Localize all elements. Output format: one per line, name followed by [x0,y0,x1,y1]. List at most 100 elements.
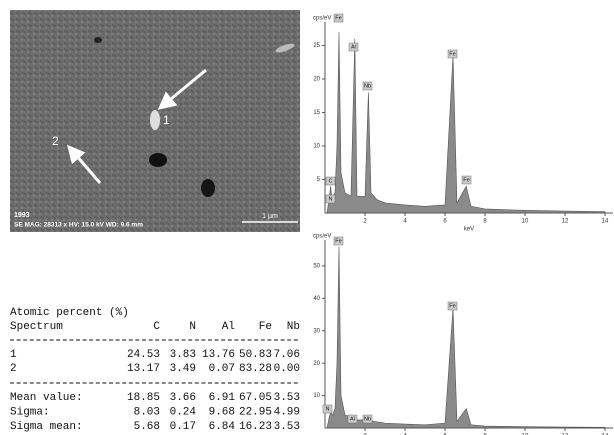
peak-label: Fe [335,15,341,21]
table-title: Atomic percent (%) [10,307,129,319]
y-tick-label: 5 [317,177,321,183]
table-cell: 0.17 [170,421,196,433]
peak-label: Nb [364,416,371,422]
table-cell: 16.23 [239,421,272,433]
peak-label: Nb [364,83,371,89]
peak-label-box [362,414,373,424]
table-cell: 83.28 [239,363,272,375]
y-tick-label: 10 [313,393,320,399]
table-cell: 0.00 [274,363,300,375]
table-header: Nb [287,321,300,333]
y-tick-label: 20 [313,361,320,367]
table-header: N [189,321,196,333]
table-cell: 9.68 [209,406,235,418]
table-cell: 18.85 [127,392,160,404]
table-cell: 0.07 [209,363,235,375]
x-tick-label: 12 [562,434,569,435]
table-cell: 8.03 [134,406,160,418]
table-cell: 3.49 [170,363,196,375]
table-cell: 3.53 [274,421,300,433]
peak-label: Al [350,416,355,422]
peak-label: Fe [463,177,469,183]
peak-label-box [333,236,344,246]
x-tick-label: 2 [363,434,367,435]
peak-label-box [461,175,472,185]
x-tick-label: 8 [483,219,487,225]
x-tick-label: 10 [522,219,529,225]
peak-label-box [325,176,336,186]
peak-label-box [447,301,458,311]
table-header: Fe [259,321,272,333]
y-tick-label: 10 [313,144,320,150]
table-cell: 50.83 [239,349,272,361]
y-axis-label: cps/eV [313,16,331,22]
arrow [157,68,207,110]
pore [94,37,102,43]
table-cell: 3.83 [170,349,196,361]
table-cell: 13.17 [127,363,160,375]
peak-label-box [447,49,458,59]
image-number: 1993 [14,212,30,219]
table-cell: 3.53 [274,392,300,404]
y-tick-label: 50 [313,264,320,270]
peak-label: C [329,178,333,184]
peak-label-box [322,404,333,414]
scale-label: 1 µm [262,213,278,220]
x-tick-label: 4 [403,434,407,435]
table-cell: 24.53 [127,349,160,361]
table-cell: Sigma mean: [10,421,83,433]
particle [150,110,160,130]
pore [201,179,215,197]
y-tick-label: 40 [313,296,320,302]
y-tick-label: 20 [313,77,320,83]
peak-label-box [347,414,358,424]
x-tick-label: 6 [443,219,447,225]
point-label: 2 [52,134,59,148]
table-cell: 3.66 [170,392,196,404]
peak-label: Al [351,44,356,50]
y-tick-label: 15 [313,110,320,116]
sem-image: 1 2 1993 SE MAG: 28313 x HV: 15.0 kV WD:… [10,10,300,232]
x-tick-label: 6 [443,434,447,435]
x-tick-label: 12 [562,219,569,225]
peak-label-box [325,194,336,204]
peak-label-box [348,42,359,52]
spectrum-area [326,32,606,214]
spectrum-area [326,246,606,429]
x-tick-label: 4 [403,219,407,225]
y-tick-label: 25 [313,43,320,49]
x-tick-label: 2 [363,219,367,225]
pore [149,153,167,167]
y-axis-label: cps/eV [313,234,331,240]
x-tick-label: 14 [602,434,609,435]
x-tick-label: 8 [483,434,487,435]
peak-label-box [362,81,373,91]
table-header: C [153,321,160,333]
table-cell: Sigma: [10,406,50,418]
peak-label: N [326,406,330,412]
table-cell: 6.84 [209,421,236,433]
particle [275,43,295,53]
point-label: 1 [163,113,170,127]
peak-label-box [333,13,344,23]
table-cell: 6.91 [209,392,236,404]
x-tick-label: 14 [602,219,609,225]
table-cell: 4.99 [274,406,300,418]
peak-label: N [329,196,333,202]
peak-label: Fe [449,303,455,309]
table-cell: 2 [10,363,17,375]
table-cell: 7.06 [274,349,300,361]
table-cell: 13.76 [202,349,235,361]
table-cell: 5.68 [134,421,160,433]
table-header: Spectrum [10,321,63,333]
peak-label: Fe [449,51,455,57]
peak-label: Fe [335,238,341,244]
table-cell: 67.05 [239,392,272,404]
arrow [67,144,102,184]
table: Atomic percent (%) Spectrum C N Al Fe Nb 1 24.53… [10,307,300,433]
x-tick-label: 10 [522,434,529,435]
table-cell: 0.24 [170,406,197,418]
x-axis-label: keV [464,227,474,233]
table-cell: Mean value: [10,392,83,404]
